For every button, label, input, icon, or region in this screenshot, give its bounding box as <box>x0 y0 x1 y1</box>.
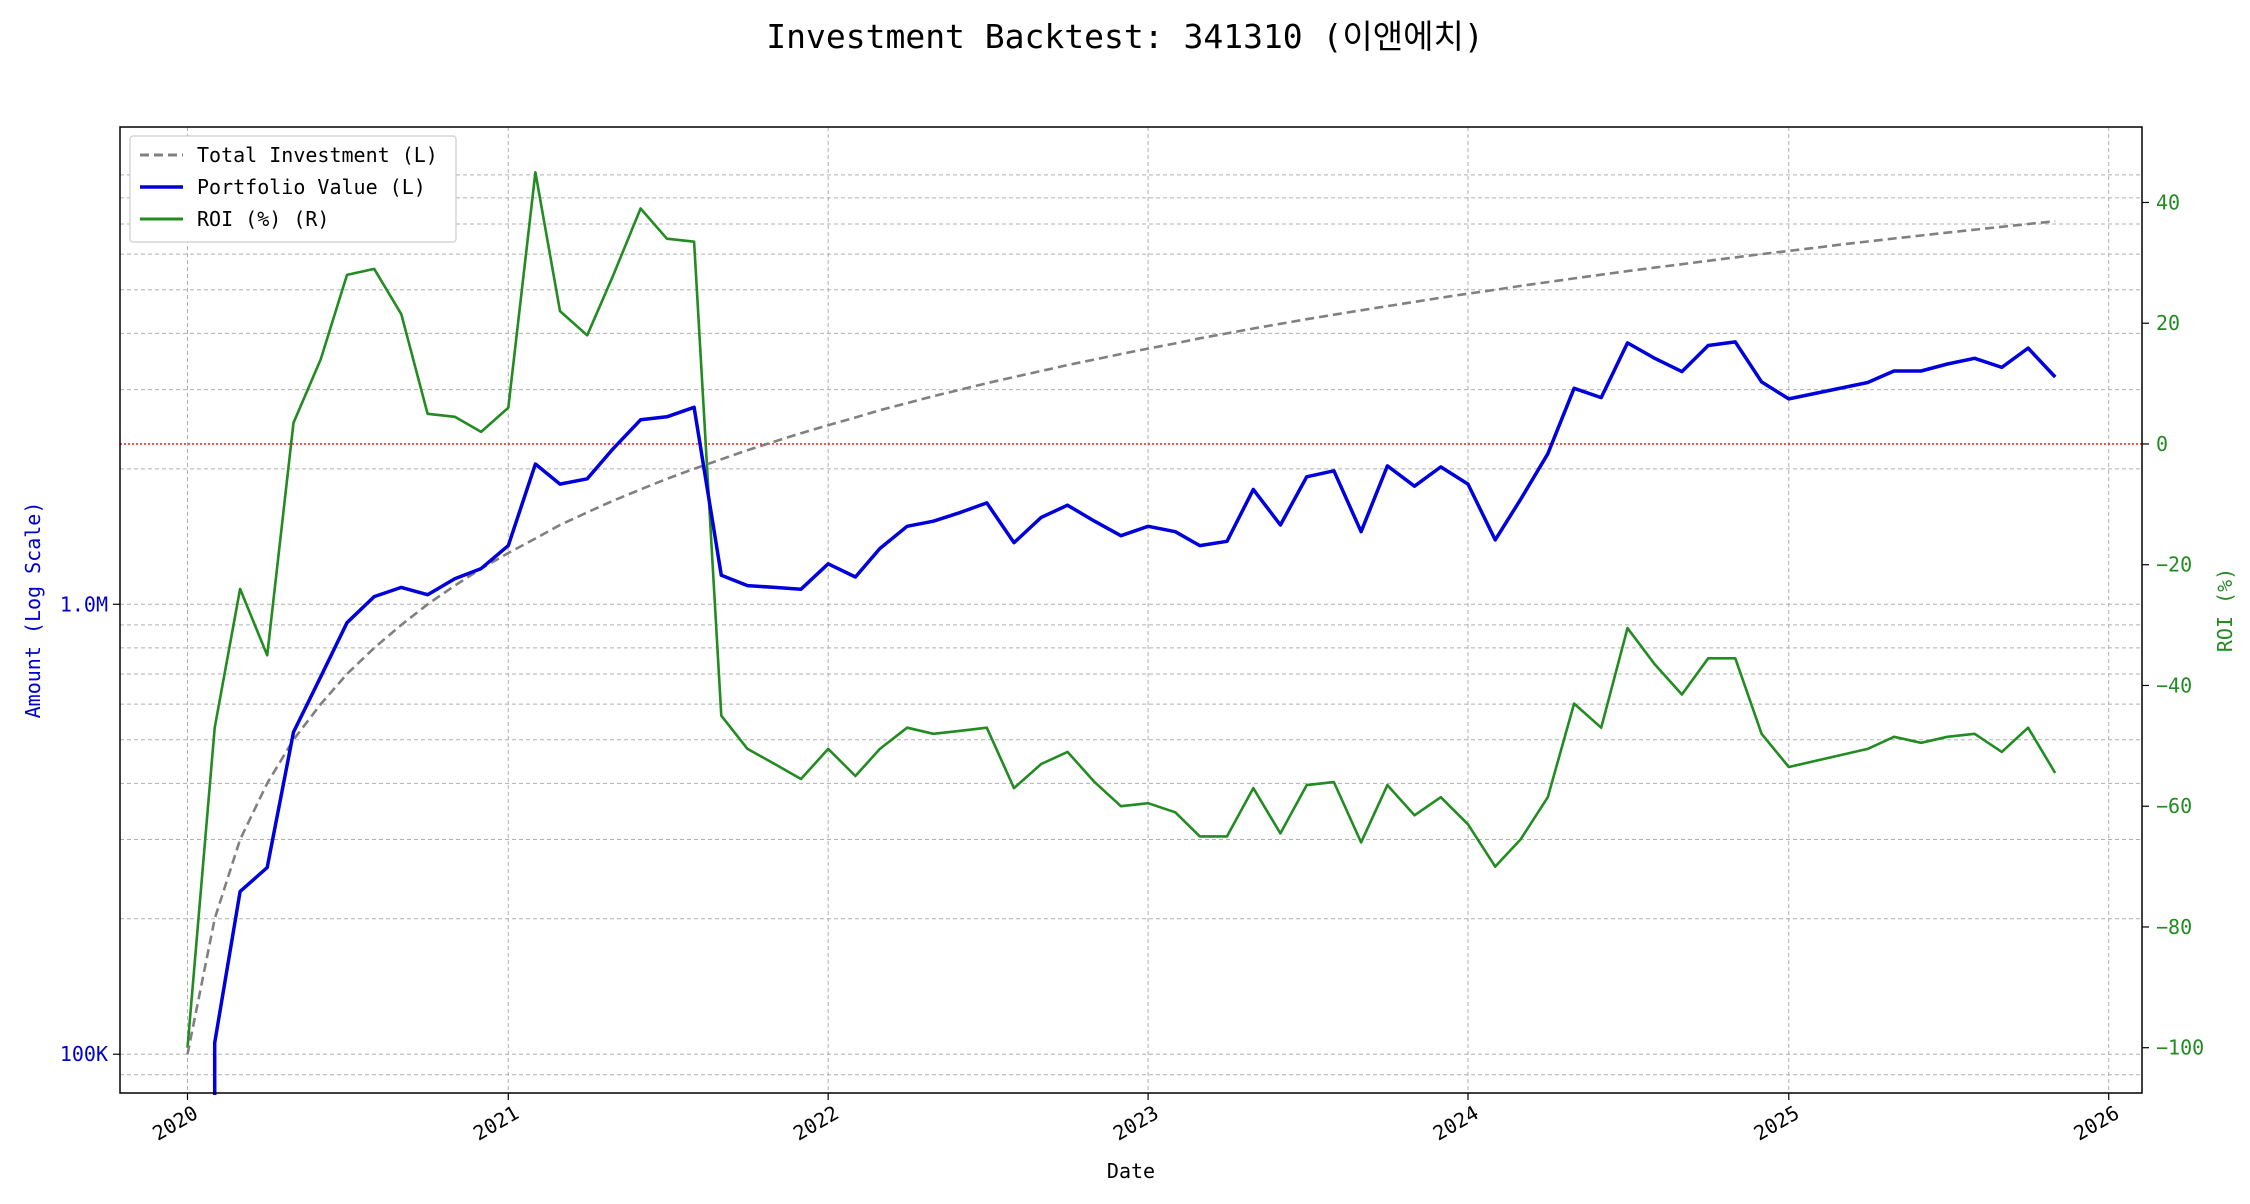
legend-box <box>129 135 457 243</box>
y-left-axis-ticks: 100K 1.0M <box>60 592 120 1066</box>
x-axis-label: Date <box>1107 1159 1155 1183</box>
series-total-investment <box>186 219 2056 1055</box>
series-roi <box>186 171 2057 1048</box>
legend-label-total-investment: Total Investment (L) <box>197 143 438 167</box>
y-right-tick-label: −60 <box>2156 794 2192 818</box>
plot-frame <box>119 126 2143 1094</box>
grid-layer <box>120 127 2142 1093</box>
y-right-axis-ticks: 40 20 0 −20 −40 −60 −80 −100 <box>2142 190 2204 1060</box>
y-right-tick-label: −100 <box>2156 1036 2204 1060</box>
y-left-axis-label: Amount (Log Scale) <box>21 502 45 719</box>
series-portfolio-value <box>212 340 2057 1095</box>
legend: Total Investment (L) Portfolio Value (L)… <box>129 135 457 243</box>
y-right-tick-label: 20 <box>2156 311 2180 335</box>
y-right-tick-label: −40 <box>2156 673 2192 697</box>
y-right-tick-label: 40 <box>2156 190 2180 214</box>
y-left-tick-label: 1.0M <box>60 592 108 616</box>
chart-title: Investment Backtest: 341310 (이앤에치) <box>766 17 1483 56</box>
legend-label-roi: ROI (%) (R) <box>197 207 329 231</box>
series-layer <box>186 171 2057 1095</box>
y-left-tick-label: 100K <box>60 1042 108 1066</box>
legend-label-portfolio-value: Portfolio Value (L) <box>197 175 426 199</box>
y-right-tick-label: −80 <box>2156 915 2192 939</box>
y-right-axis-label: ROI (%) <box>2213 568 2237 652</box>
y-right-tick-label: −20 <box>2156 553 2192 577</box>
y-right-tick-label: 0 <box>2156 432 2168 456</box>
